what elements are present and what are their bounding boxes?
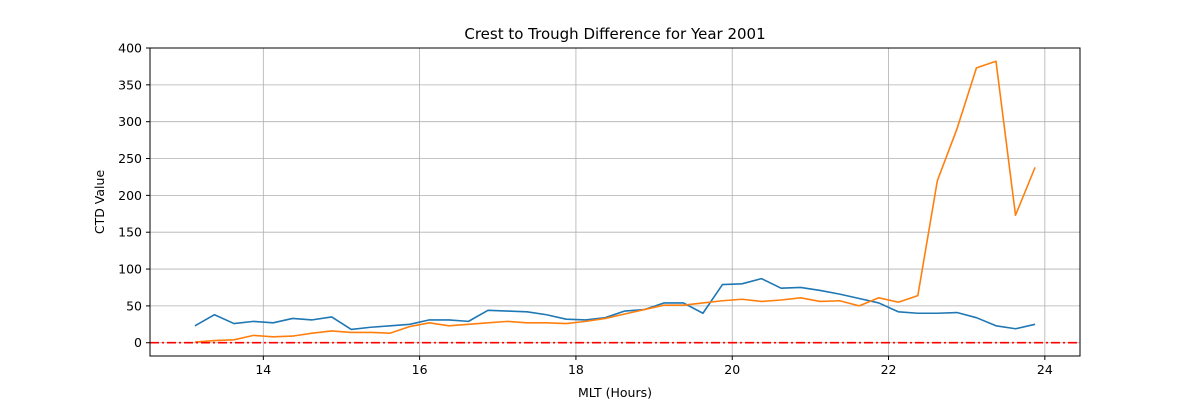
y-tick-label: 50 <box>126 298 142 313</box>
ticks: 14 16 18 20 22 24 0 50 100 150 200 250 300 350 400 <box>118 41 1053 378</box>
y-tick-label: 300 <box>118 114 142 129</box>
plot-frame <box>149 47 1081 357</box>
y-tick-label: 0 <box>134 335 142 350</box>
x-tick-label: 22 <box>881 362 897 377</box>
x-tick-label: 14 <box>255 362 271 377</box>
x-tick-label: 20 <box>724 362 740 377</box>
series-line-2 <box>194 60 1036 343</box>
x-tick-label: 24 <box>1037 362 1053 377</box>
grid <box>150 47 1080 356</box>
series-line-1 <box>194 277 1036 331</box>
y-tick-label: 400 <box>118 41 142 56</box>
x-tick-label: 16 <box>412 362 428 377</box>
x-axis-title: MLT (Hours) <box>578 385 652 400</box>
y-tick-label: 350 <box>118 77 142 92</box>
y-axis-title: CTD Value <box>92 170 107 235</box>
plot-lines <box>150 60 1080 344</box>
y-tick-label: 100 <box>118 262 142 277</box>
x-tick-label: 18 <box>568 362 584 377</box>
y-tick-label: 250 <box>118 151 142 166</box>
y-tick-label: 150 <box>118 225 142 240</box>
chart-title: Crest to Trough Difference for Year 2001 <box>464 25 765 43</box>
y-tick-label: 200 <box>118 188 142 203</box>
